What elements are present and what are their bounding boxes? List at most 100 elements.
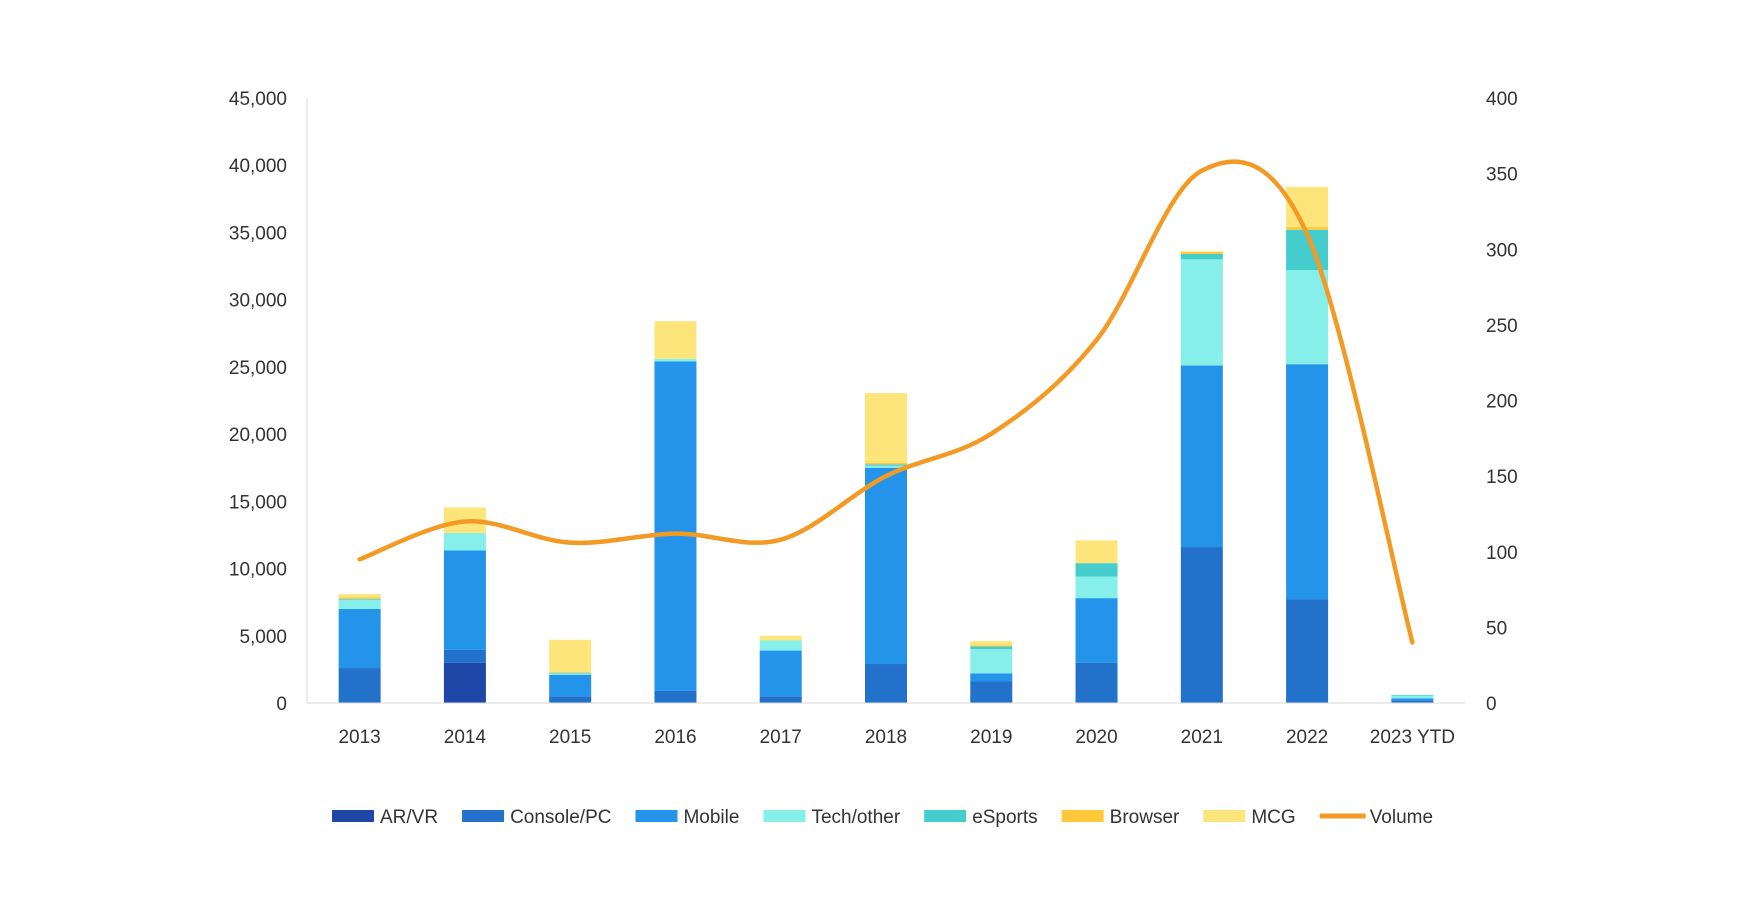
bar-segment <box>865 464 907 466</box>
legend-swatch <box>462 810 505 822</box>
x-tick-label: 2018 <box>865 727 907 748</box>
y-tick-label: 20,000 <box>229 425 287 446</box>
legend-label: Volume <box>1370 807 1433 828</box>
legend-label: AR/VR <box>380 807 438 828</box>
bar-segment <box>654 358 697 362</box>
legend-item: Tech/other <box>763 807 901 828</box>
bar-segment <box>759 635 802 641</box>
bar-segment <box>549 639 592 673</box>
legend: AR/VR Console/PC Mobile Tech/other eSports Br… <box>332 807 1433 828</box>
bar-segment <box>865 467 907 665</box>
bar-segment <box>1075 563 1118 577</box>
bar-segment <box>549 696 592 703</box>
bar-segment <box>1075 576 1118 599</box>
legend-item: MCG <box>1203 807 1296 828</box>
bar-segment <box>1286 227 1329 230</box>
bar-segment <box>1391 694 1434 696</box>
legend-swatch <box>1061 810 1104 822</box>
bar-segment <box>970 673 1013 682</box>
legend-item: Volume <box>1319 807 1433 828</box>
line-layer <box>357 159 1415 645</box>
bar-segment <box>759 650 802 697</box>
bar-segment <box>759 696 802 703</box>
bar-segment <box>1075 540 1118 564</box>
x-tick-label: 2023 YTD <box>1370 727 1455 748</box>
y-tick-label: 5,000 <box>239 627 287 648</box>
bar-segment <box>1180 251 1223 252</box>
y-right-tick-label: 400 <box>1486 89 1518 110</box>
legend-label: Console/PC <box>510 807 611 828</box>
y-right-tick-label: 100 <box>1486 543 1518 564</box>
legend-label: MCG <box>1251 807 1295 828</box>
bar-segment <box>865 465 907 468</box>
x-tick-label: 2015 <box>549 727 591 748</box>
bar-segment <box>1180 259 1223 366</box>
legend-item: Browser <box>1061 807 1180 828</box>
y-tick-label: 10,000 <box>229 560 287 581</box>
legend-item: Console/PC <box>462 807 611 828</box>
bar-segment <box>338 608 381 669</box>
y-tick-label: 0 <box>276 694 287 715</box>
bar-segment <box>654 361 697 691</box>
bar-segment <box>549 674 592 697</box>
y-tick-label: 35,000 <box>229 223 287 244</box>
legend-swatch <box>763 810 806 822</box>
y-tick-label: 15,000 <box>229 492 287 513</box>
bar-segment <box>338 599 381 609</box>
x-tick-label: 2013 <box>338 727 380 748</box>
legend-item: eSports <box>924 807 1038 828</box>
legend-swatch <box>332 810 374 822</box>
legend-label: Browser <box>1110 807 1180 828</box>
bar-segment <box>1286 270 1329 365</box>
bar-segment <box>549 672 592 674</box>
x-tick-label: 2017 <box>760 727 802 748</box>
volume-line <box>357 159 1415 645</box>
x-tick-label: 2019 <box>970 727 1012 748</box>
y-right-tick-label: 300 <box>1486 240 1518 261</box>
y-tick-label: 25,000 <box>229 358 287 379</box>
y-tick-label: 30,000 <box>229 291 287 312</box>
bar-segment <box>865 393 907 464</box>
bar-segment <box>1075 598 1118 663</box>
legend-swatch <box>924 810 967 822</box>
y-right-tick-label: 50 <box>1486 618 1507 639</box>
bar-segment <box>970 646 1013 650</box>
bar-segment <box>759 640 802 651</box>
bar-segment <box>1286 364 1329 600</box>
y-tick-label: 40,000 <box>229 156 287 177</box>
bar-segment <box>443 649 486 663</box>
bar-segment <box>1391 695 1434 699</box>
bar-segment <box>865 664 907 703</box>
bar-segment <box>970 649 1013 674</box>
bar-segment <box>654 690 697 703</box>
x-tick-label: 2021 <box>1181 727 1223 748</box>
legend-item: AR/VR <box>332 807 438 828</box>
bar-segment <box>1075 662 1118 703</box>
bar-segment <box>865 463 907 465</box>
bar-segment <box>1391 698 1434 701</box>
bar-segment <box>338 594 381 598</box>
bar-segment <box>970 645 1013 647</box>
bar-segment <box>549 672 592 673</box>
axes-layer: 0 5,000 10,000 15,000 20,000 25,000 30,000 35,0… <box>229 89 1518 748</box>
bar-segment <box>1391 700 1434 703</box>
y-right-tick-label: 350 <box>1486 165 1518 186</box>
bar-segment <box>1286 599 1329 703</box>
bar-segment <box>970 681 1013 703</box>
bar-segment <box>549 673 592 675</box>
y-right-tick-label: 200 <box>1486 392 1518 413</box>
y-right-tick-label: 0 <box>1486 694 1497 715</box>
legend-label: eSports <box>972 807 1037 828</box>
bars-layer <box>338 186 1434 703</box>
x-tick-label: 2016 <box>654 727 696 748</box>
legend-label: Tech/other <box>811 807 900 828</box>
y-right-tick-label: 150 <box>1486 467 1518 488</box>
bar-segment <box>338 597 381 599</box>
x-tick-label: 2014 <box>444 727 487 748</box>
bar-segment <box>1180 253 1223 260</box>
legend-swatch <box>1203 810 1246 822</box>
legend-item: Mobile <box>635 807 739 828</box>
bar-segment <box>443 662 486 703</box>
y-right-tick-label: 250 <box>1486 316 1518 337</box>
